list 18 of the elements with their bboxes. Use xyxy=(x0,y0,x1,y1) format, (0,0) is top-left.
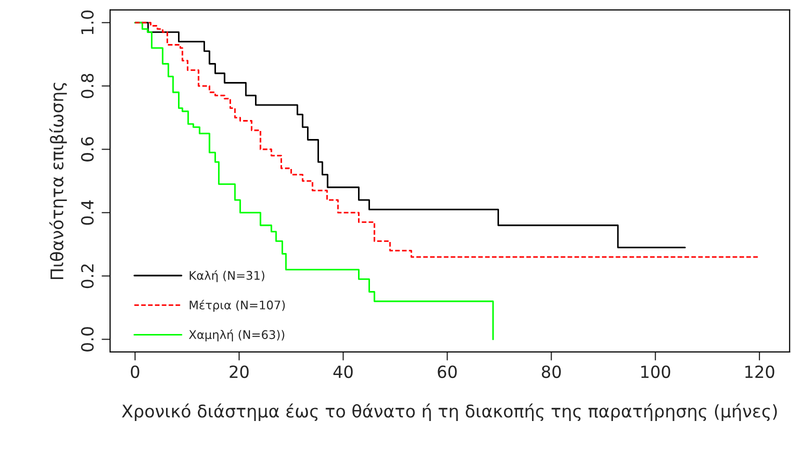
x-tick-label: 100 xyxy=(641,365,670,378)
x-tick-label: 40 xyxy=(333,365,353,378)
x-tick-label: 80 xyxy=(542,365,561,378)
legend-label: Καλή (N=31) xyxy=(190,270,264,282)
x-tick-label: 60 xyxy=(438,365,457,378)
y-tick-label: 0.4 xyxy=(81,200,94,225)
y-tick-label: 0.0 xyxy=(81,327,94,352)
y-tick-label: 0.6 xyxy=(81,137,94,162)
legend-label: Χαμηλή (N=63)) xyxy=(188,329,284,342)
y-tick-label: 0.8 xyxy=(81,74,94,98)
x-tick-label: 20 xyxy=(230,365,249,378)
x-tick-label: 0 xyxy=(130,365,140,378)
y-tick-label: 1.0 xyxy=(81,10,94,34)
y-axis-title: Πιθανότητα επιβίωσης xyxy=(49,82,67,280)
x-tick-label: 120 xyxy=(745,365,774,378)
legend-label: Μέτρια (N=107) xyxy=(190,300,285,312)
x-axis-title: Χρονικό διάστημα έως το θάνατο ή τη διακοπής της παρατήρησης (μήνες) xyxy=(122,404,777,422)
y-tick-label: 0.2 xyxy=(81,264,94,288)
